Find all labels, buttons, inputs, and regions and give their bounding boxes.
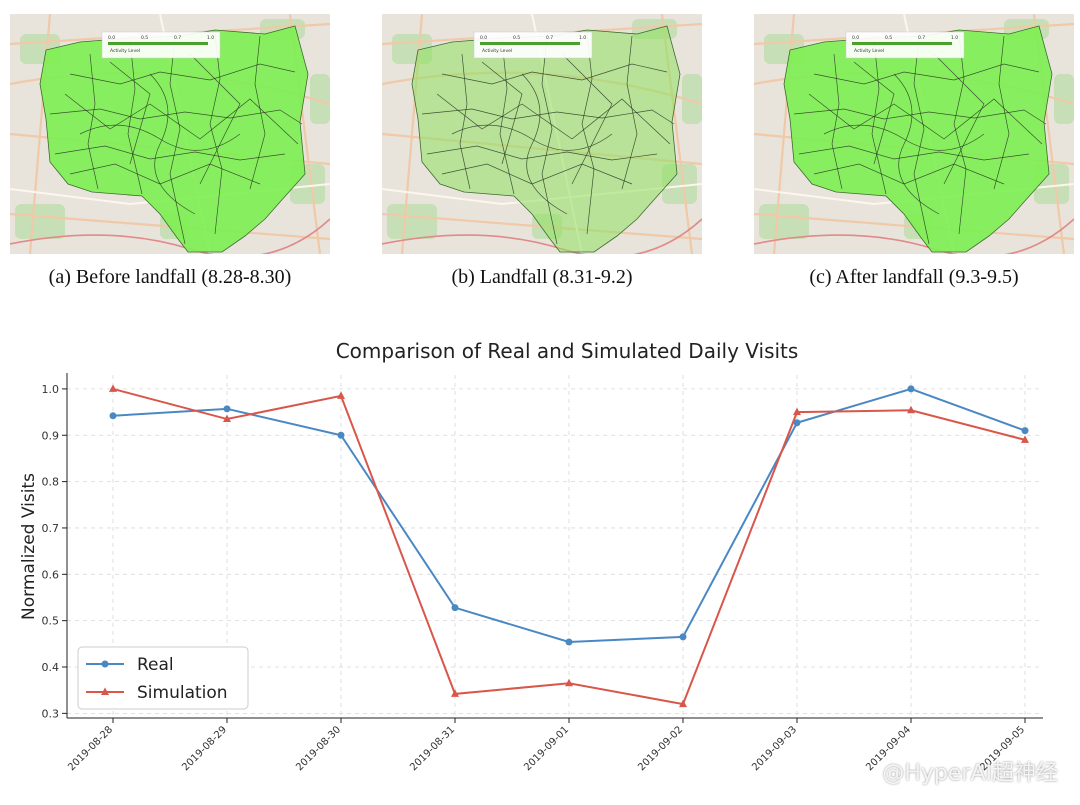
map-caption-after: (c) After landfall (9.3-9.5) xyxy=(809,266,1019,288)
data-point-real xyxy=(109,412,117,420)
data-point-real xyxy=(679,633,687,641)
data-point-simulation xyxy=(109,384,117,392)
map-legend: 0.0 0.5 0.7 1.0 Activity Level xyxy=(845,31,965,59)
legend-colorbar xyxy=(852,42,952,45)
map-panel-landfall: 0.0 0.5 0.7 1.0 Activity Level xyxy=(382,14,702,254)
legend-tick: 0.5 xyxy=(141,35,148,41)
watermark: @HyperAI超神经 xyxy=(882,761,1058,786)
legend-tick: 0.5 xyxy=(885,35,892,41)
data-point-real xyxy=(907,385,915,393)
legend-marker xyxy=(101,687,109,695)
chart-legend: Real Simulation xyxy=(77,646,249,710)
data-point-simulation xyxy=(223,414,231,423)
legend-marker xyxy=(101,660,109,668)
data-point-simulation xyxy=(679,699,687,708)
data-point-real xyxy=(793,419,801,427)
legend-colorbar xyxy=(480,42,580,45)
map-legend: 0.0 0.5 0.7 1.0 Activity Level xyxy=(101,31,221,59)
district-boundaries xyxy=(421,33,675,245)
district-boundaries xyxy=(49,33,303,245)
x-tick-label: 2019-08-28 xyxy=(66,724,115,773)
map-caption-before: (a) Before landfall (8.28-8.30) xyxy=(48,266,292,288)
y-tick-label: 0.6 xyxy=(42,568,60,581)
legend-tick: 1.0 xyxy=(207,35,214,41)
x-tick-label: 2019-08-31 xyxy=(408,724,457,773)
legend-label: Real xyxy=(137,655,174,675)
y-tick-label: 0.3 xyxy=(42,707,60,720)
map-panel-after: 0.0 0.5 0.7 1.0 Activity Level xyxy=(754,14,1074,254)
y-tick-label: 1.0 xyxy=(42,383,60,396)
data-point-simulation xyxy=(565,678,573,687)
data-point-simulation xyxy=(337,391,345,399)
data-point-real xyxy=(223,405,231,413)
map-panel-before: 0.0 0.5 0.7 1.0 Activity Level xyxy=(10,14,330,254)
x-tick-label: 2019-09-01 xyxy=(522,724,571,773)
legend-tick: 1.0 xyxy=(579,35,586,41)
data-point-simulation xyxy=(907,405,915,414)
data-point-simulation xyxy=(1021,435,1029,443)
legend-colorbar xyxy=(108,42,208,45)
legend-tick: 0.7 xyxy=(174,35,181,41)
district-polygon xyxy=(39,25,309,253)
data-point-real xyxy=(451,604,459,612)
y-tick-label: 0.4 xyxy=(42,661,60,674)
legend-tick: 0.7 xyxy=(546,35,553,41)
legend-title: Activity Level xyxy=(854,48,884,54)
y-tick-label: 0.8 xyxy=(42,476,60,489)
legend-tick: 1.0 xyxy=(951,35,958,41)
map-caption-landfall: (b) Landfall (8.31-9.2) xyxy=(451,266,633,288)
legend-label: Simulation xyxy=(137,683,228,703)
daily-visits-chart: Comparison of Real and Simulated Daily V… xyxy=(19,339,1043,773)
map-legend: 0.0 0.5 0.7 1.0 Activity Level xyxy=(473,31,593,59)
legend-tick: 0.0 xyxy=(852,35,859,41)
y-tick-label: 0.7 xyxy=(42,522,60,535)
x-tick-label: 2019-08-29 xyxy=(180,724,229,773)
legend-tick: 0.0 xyxy=(108,35,115,41)
x-tick-label: 2019-08-30 xyxy=(294,724,343,773)
legend-title: Activity Level xyxy=(482,48,512,54)
legend-tick: 0.0 xyxy=(480,35,487,41)
district-boundaries xyxy=(793,33,1047,245)
data-point-real xyxy=(337,431,345,439)
x-tick-label: 2019-09-02 xyxy=(636,724,685,773)
y-tick-label: 0.5 xyxy=(42,615,60,628)
chart-title: Comparison of Real and Simulated Daily V… xyxy=(336,339,799,363)
legend-tick: 0.7 xyxy=(918,35,925,41)
data-point-real xyxy=(1021,427,1029,435)
y-tick-label: 0.9 xyxy=(42,429,60,442)
data-point-simulation xyxy=(793,407,801,416)
district-polygon xyxy=(411,25,681,253)
district-polygon xyxy=(783,25,1053,253)
legend-title: Activity Level xyxy=(110,48,140,54)
data-point-real xyxy=(565,638,573,646)
data-point-simulation xyxy=(451,689,459,697)
y-axis-label: Normalized Visits xyxy=(19,473,39,620)
x-tick-label: 2019-09-03 xyxy=(750,724,799,773)
legend-tick: 0.5 xyxy=(513,35,520,41)
